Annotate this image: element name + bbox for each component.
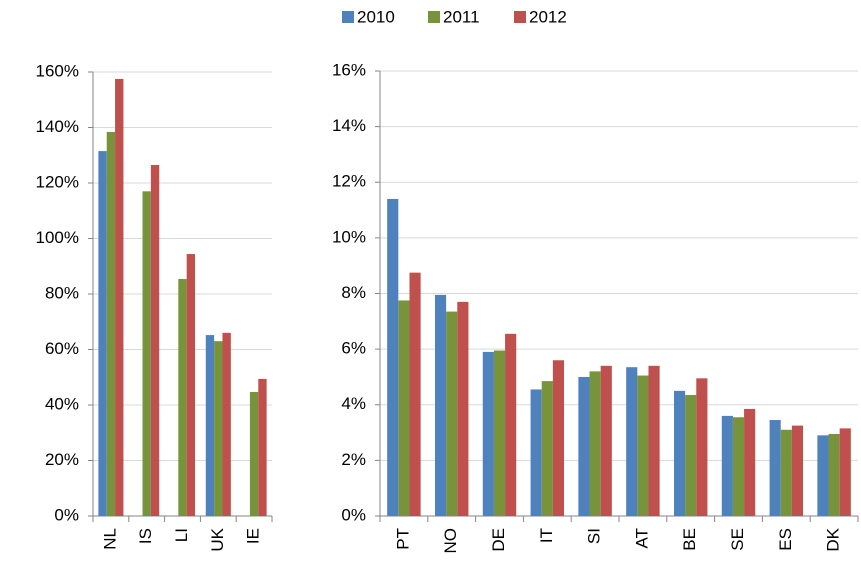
bar	[258, 378, 267, 516]
bar	[205, 335, 215, 516]
bar	[142, 191, 151, 516]
y-tick-label: 2%	[341, 450, 366, 469]
bar	[398, 300, 410, 516]
bar	[387, 198, 399, 516]
bar	[222, 332, 231, 516]
y-tick-label: 8%	[341, 283, 366, 302]
bar	[578, 376, 590, 516]
bar	[434, 294, 447, 516]
x-tick-label: SI	[585, 528, 604, 544]
y-tick-label: 6%	[341, 339, 366, 358]
bar	[541, 381, 553, 516]
bar	[732, 417, 745, 516]
y-tick-label: 40%	[45, 394, 79, 413]
legend-label: 2012	[529, 7, 567, 26]
bar	[493, 350, 506, 516]
bar	[685, 395, 697, 516]
y-tick-label: 160%	[36, 61, 79, 80]
bar	[839, 428, 851, 516]
y-tick-label: 0%	[341, 505, 366, 524]
bar	[178, 279, 187, 516]
y-tick-label: 16%	[332, 60, 366, 79]
x-tick-label: SE	[728, 528, 747, 551]
bar	[600, 365, 612, 516]
bar	[98, 151, 107, 516]
legend-swatch	[428, 11, 440, 23]
x-tick-label: UK	[208, 527, 227, 551]
bar	[457, 301, 469, 516]
bar	[828, 433, 840, 516]
bar	[214, 341, 223, 516]
bar	[673, 390, 686, 516]
x-tick-label: BE	[680, 528, 699, 551]
x-tick-label: DK	[824, 527, 843, 551]
x-tick-label: PT	[393, 528, 412, 550]
y-tick-label: 140%	[36, 117, 79, 136]
x-tick-label: IS	[136, 528, 155, 544]
y-tick-label: 20%	[45, 450, 79, 469]
bar	[505, 333, 517, 516]
bar	[482, 351, 494, 516]
bar	[530, 389, 542, 516]
y-tick-label: 80%	[45, 283, 79, 302]
bar	[150, 164, 160, 516]
bar	[791, 425, 804, 516]
bar	[648, 365, 660, 516]
bar	[446, 311, 458, 516]
bar	[409, 272, 421, 516]
y-tick-label: 12%	[332, 172, 366, 191]
bar	[626, 367, 638, 516]
y-tick-label: 120%	[36, 172, 79, 191]
bar	[721, 415, 733, 516]
bar	[696, 378, 708, 516]
x-tick-label: NO	[441, 528, 460, 554]
y-tick-label: 100%	[36, 228, 79, 247]
y-tick-label: 14%	[332, 116, 366, 135]
bar	[817, 435, 829, 516]
legend-swatch	[342, 11, 354, 23]
bar	[780, 429, 792, 516]
x-tick-label: NL	[100, 528, 119, 550]
bar	[552, 360, 565, 516]
y-tick-label: 60%	[45, 339, 79, 358]
x-tick-label: ES	[776, 528, 795, 551]
bar	[769, 420, 781, 516]
bar	[115, 78, 124, 516]
bar	[186, 254, 196, 517]
legend-label: 2010	[357, 7, 395, 26]
x-tick-label: IT	[537, 528, 556, 543]
bar	[744, 408, 756, 516]
bar	[589, 371, 601, 516]
bar	[249, 391, 259, 516]
legend-swatch	[514, 11, 526, 23]
y-tick-label: 10%	[332, 227, 366, 246]
bar	[106, 131, 116, 516]
x-tick-label: IE	[244, 528, 263, 544]
bar	[637, 375, 649, 516]
y-tick-label: 0%	[54, 505, 79, 524]
x-tick-label: DE	[489, 528, 508, 552]
y-tick-label: 4%	[341, 394, 366, 413]
x-tick-label: AT	[632, 528, 651, 548]
legend-label: 2011	[443, 7, 480, 26]
x-tick-label: LI	[172, 528, 191, 542]
